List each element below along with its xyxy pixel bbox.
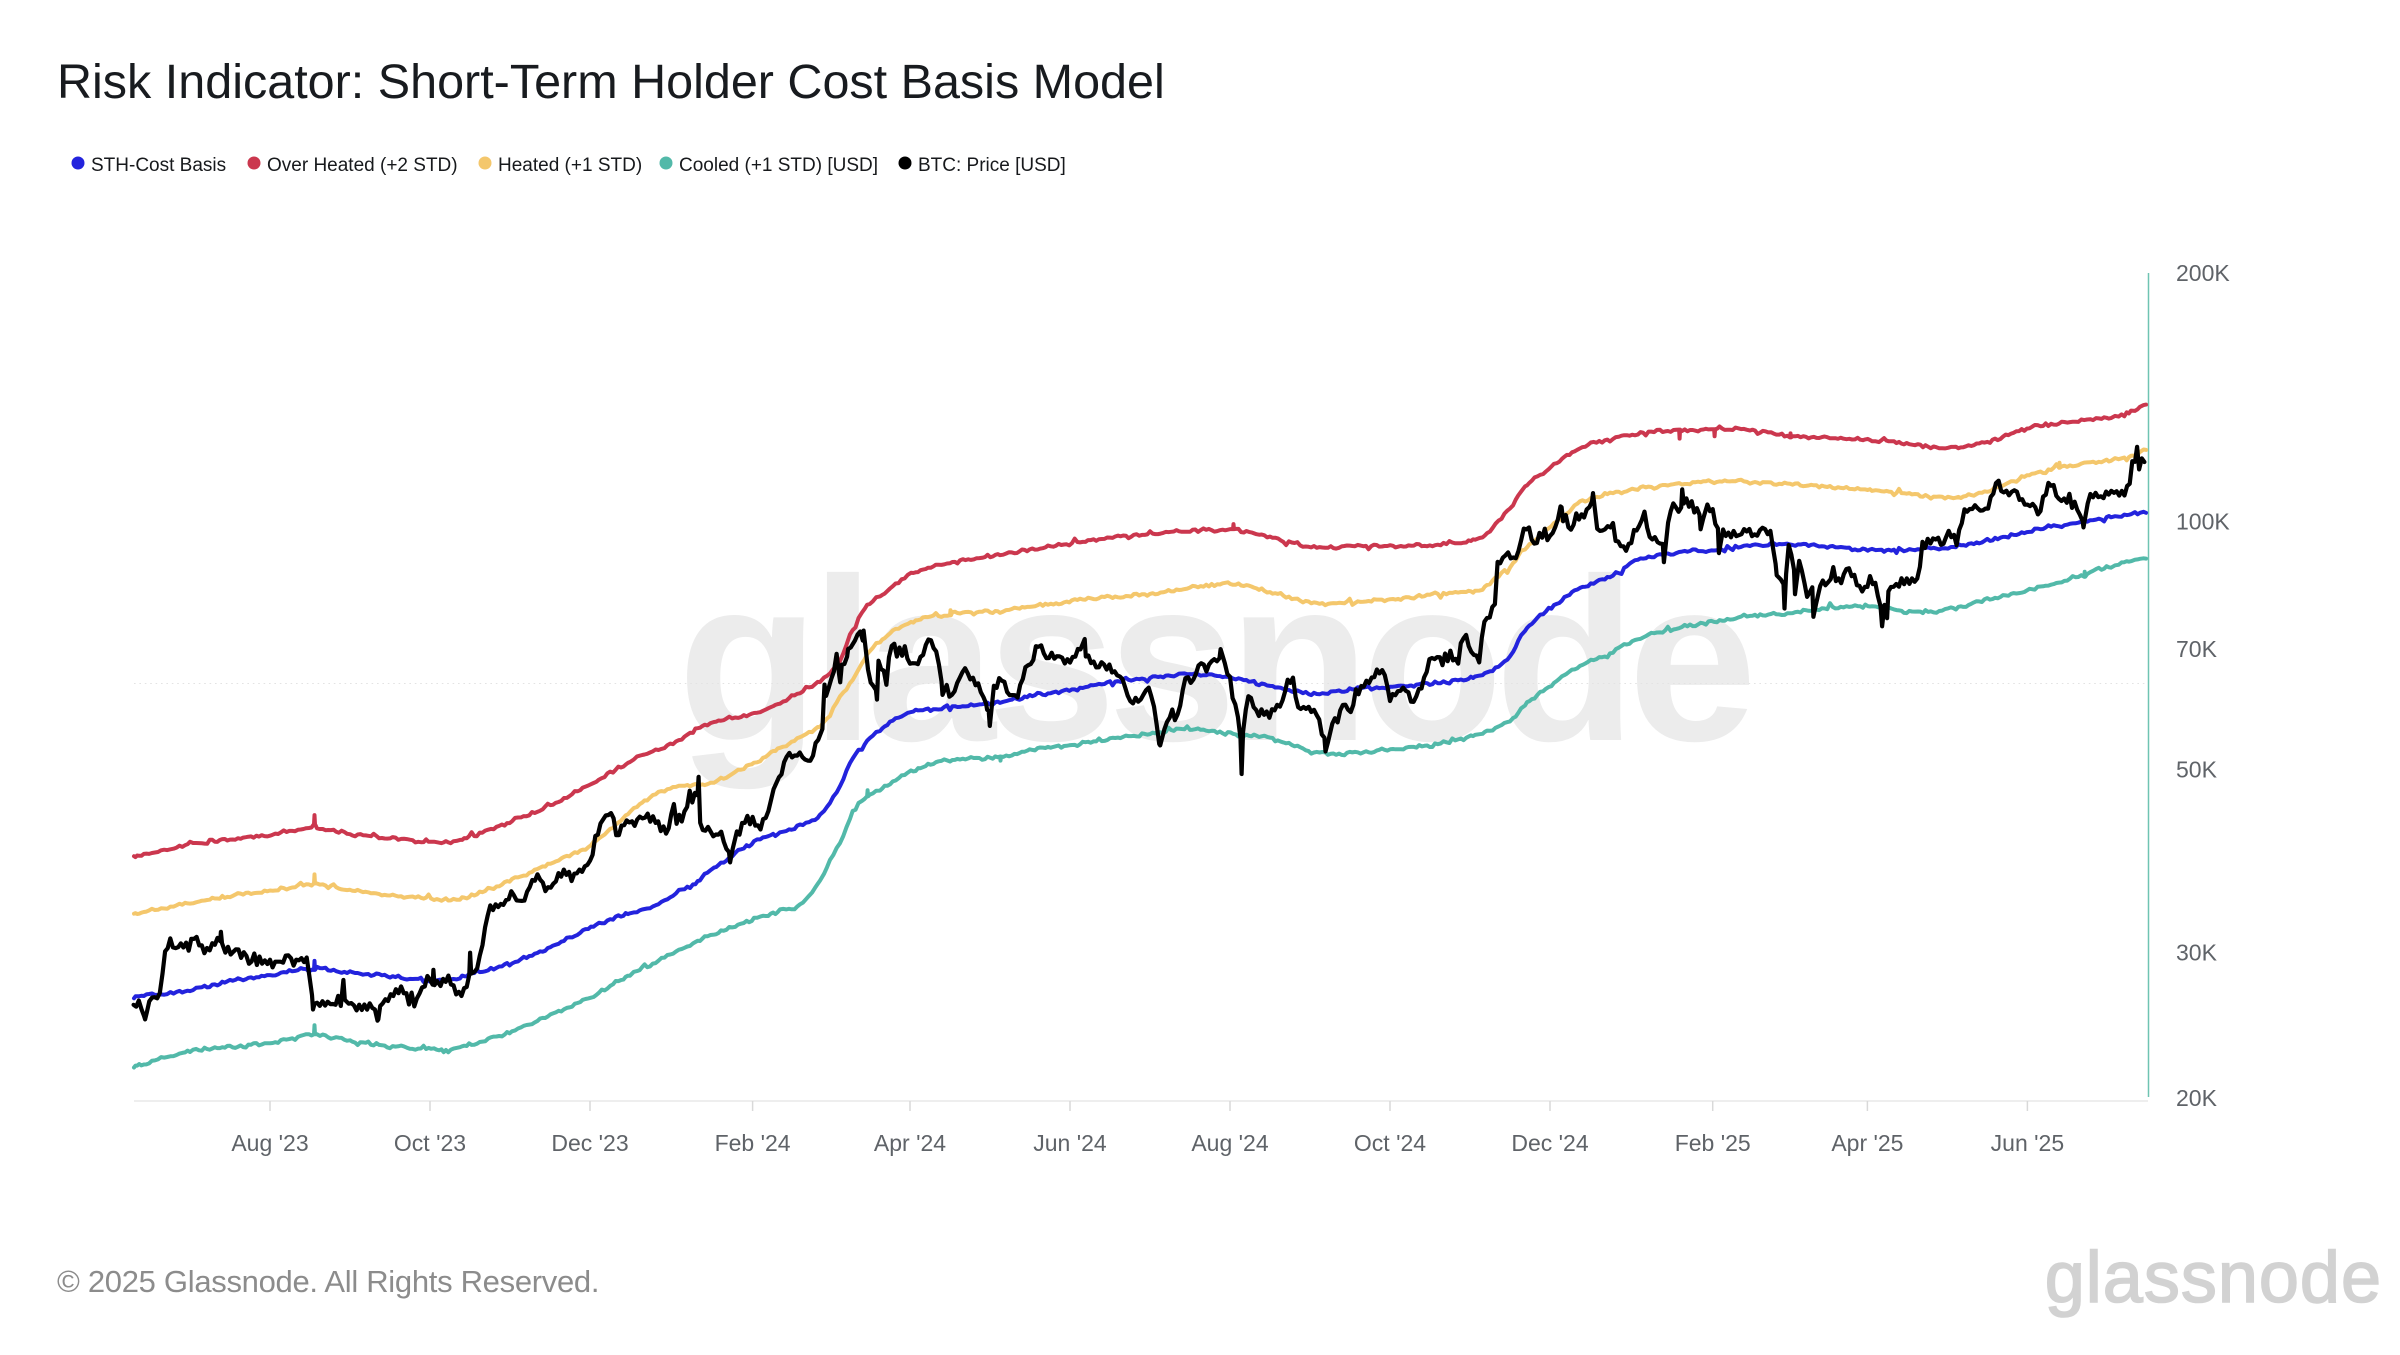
svg-text:Aug '24: Aug '24 [1191,1130,1268,1156]
svg-text:Feb '24: Feb '24 [715,1130,791,1156]
svg-text:Feb '25: Feb '25 [1675,1130,1751,1156]
svg-text:Apr '24: Apr '24 [874,1130,946,1156]
svg-text:© 2025 Glassnode. All Rights R: © 2025 Glassnode. All Rights Reserved. [57,1264,599,1299]
svg-text:Jun '25: Jun '25 [1991,1130,2064,1156]
svg-text:50K: 50K [2176,757,2218,783]
svg-text:Oct '24: Oct '24 [1354,1130,1426,1156]
svg-text:Jun '24: Jun '24 [1033,1130,1107,1156]
svg-text:STH-Cost Basis: STH-Cost Basis [91,155,226,176]
svg-text:Oct '23: Oct '23 [394,1130,466,1156]
svg-text:Aug '23: Aug '23 [231,1130,308,1156]
svg-text:20K: 20K [2176,1085,2218,1111]
svg-text:200K: 200K [2176,260,2230,286]
svg-text:Apr '25: Apr '25 [1831,1130,1903,1156]
svg-text:glassnode: glassnode [2045,1238,2382,1318]
svg-text:Risk Indicator: Short-Term Hol: Risk Indicator: Short-Term Holder Cost B… [57,55,1165,109]
svg-text:30K: 30K [2176,940,2218,966]
svg-text:Dec '23: Dec '23 [551,1130,628,1156]
svg-text:Cooled (+1 STD) [USD]: Cooled (+1 STD) [USD] [679,155,878,176]
svg-text:Heated (+1 STD): Heated (+1 STD) [498,155,642,176]
svg-text:Dec '24: Dec '24 [1511,1130,1588,1156]
svg-text:100K: 100K [2176,508,2230,534]
svg-text:BTC: Price [USD]: BTC: Price [USD] [918,155,1066,176]
svg-text:70K: 70K [2176,636,2218,662]
svg-text:Over Heated (+2 STD): Over Heated (+2 STD) [267,155,458,176]
